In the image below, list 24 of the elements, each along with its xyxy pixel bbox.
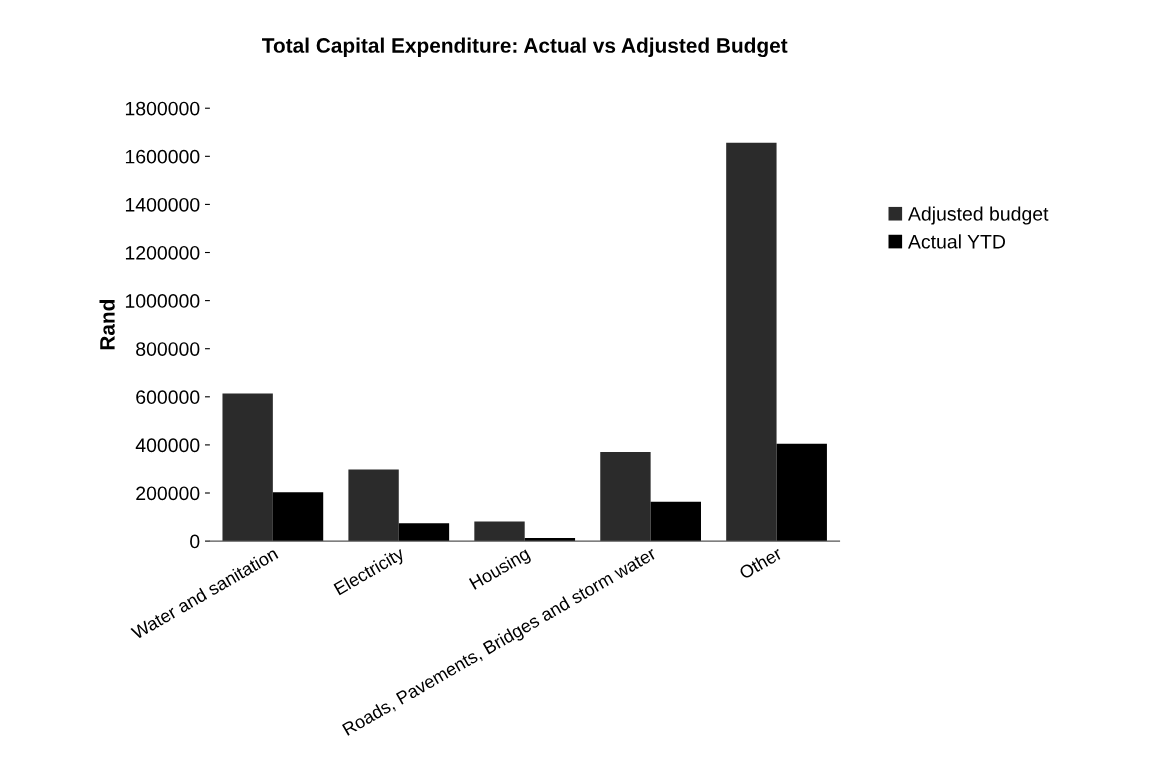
y-axis-title: Rand [99,299,115,350]
y-tick-label: 1800000 [125,101,200,116]
legend-label: Actual YTD [907,234,1006,249]
y-tick-label: 1200000 [125,245,200,260]
bar [650,501,701,542]
y-tick-label: 800000 [136,342,200,356]
bar [272,492,324,542]
legend-label: Adjusted budget [907,206,1049,225]
bar [398,523,450,542]
y-tick-label: 600000 [136,390,200,405]
bar [600,452,651,542]
y-tick-label: 1600000 [125,149,200,164]
y-tick-label: 400000 [135,438,200,453]
bar [222,393,273,542]
y-tick-label: 200000 [136,486,200,501]
bar [348,469,399,542]
bar [776,443,827,542]
y-tick-label: 1000000 [125,294,200,308]
chart-title: Total Capital Expenditure: Actual vs Adjusted Budget [262,37,788,58]
y-tick-label: 1400000 [125,197,200,212]
bar [726,142,777,542]
x-tick-label: Other [738,546,783,580]
bar [474,521,525,542]
y-tick-label: 0 [190,534,200,549]
